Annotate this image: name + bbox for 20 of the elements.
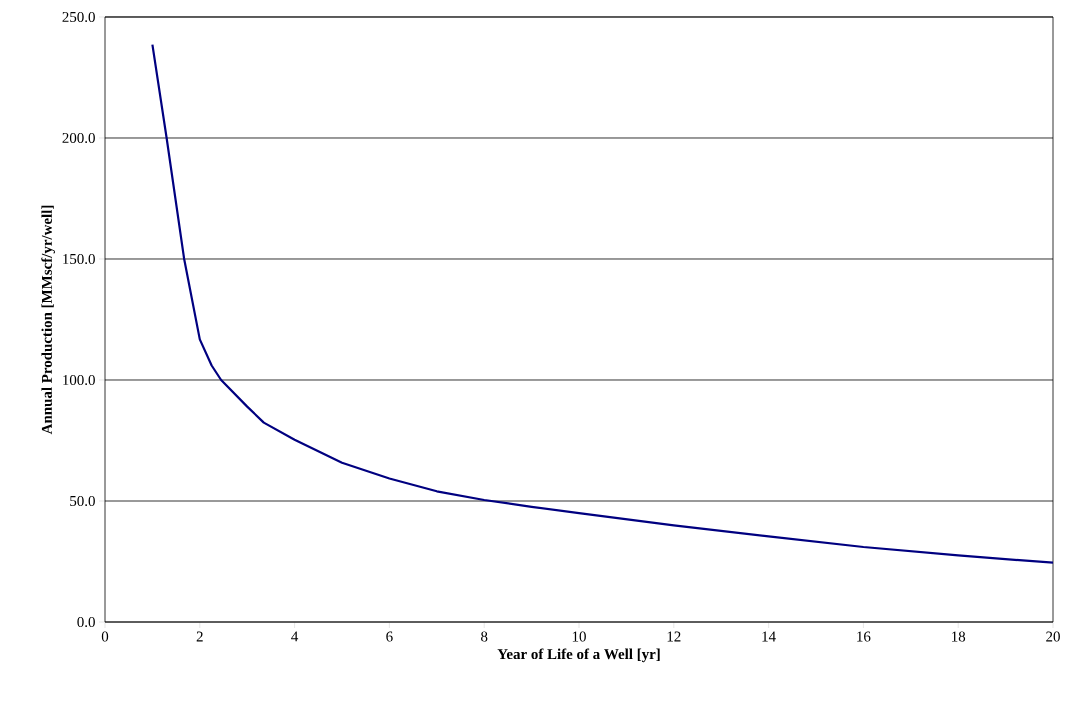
y-axis-title: Annual Production [MMscf/yr/well] <box>41 205 56 435</box>
y-tick-label: 100.0 <box>63 374 95 386</box>
y-tick-label: 0.0 <box>77 616 95 628</box>
x-tick-label: 10 <box>572 631 586 642</box>
x-tick-label: 18 <box>952 631 966 642</box>
x-tick-label: 20 <box>1046 631 1060 642</box>
y-tick-label: 200.0 <box>62 132 95 144</box>
y-tick-label: 150.0 <box>63 253 95 265</box>
x-tick-label: 16 <box>857 631 871 642</box>
x-axis-title: Year of Life of a Well [yr] <box>497 648 660 663</box>
x-tick-label: 2 <box>196 631 203 642</box>
x-tick-label: 4 <box>291 631 299 642</box>
x-tick-label: 12 <box>667 631 681 642</box>
y-tick-label: 50.0 <box>70 495 95 507</box>
x-tick-label: 14 <box>762 631 776 642</box>
y-tick-label: 250.0 <box>62 11 95 23</box>
line-series <box>151 43 1054 564</box>
x-tick-label: 6 <box>386 631 393 642</box>
x-tick-label: 8 <box>481 631 488 642</box>
x-tick-label: 0 <box>101 631 109 642</box>
